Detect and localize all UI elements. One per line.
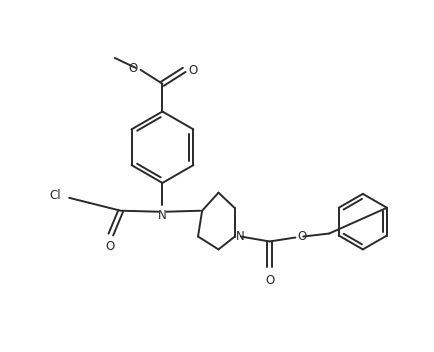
Text: O: O	[265, 274, 274, 287]
Text: O: O	[105, 240, 115, 253]
Text: N: N	[158, 209, 167, 222]
Text: O: O	[188, 64, 197, 77]
Text: N: N	[236, 230, 245, 243]
Text: Cl: Cl	[49, 189, 61, 202]
Text: O: O	[297, 230, 306, 243]
Text: O: O	[128, 62, 138, 75]
